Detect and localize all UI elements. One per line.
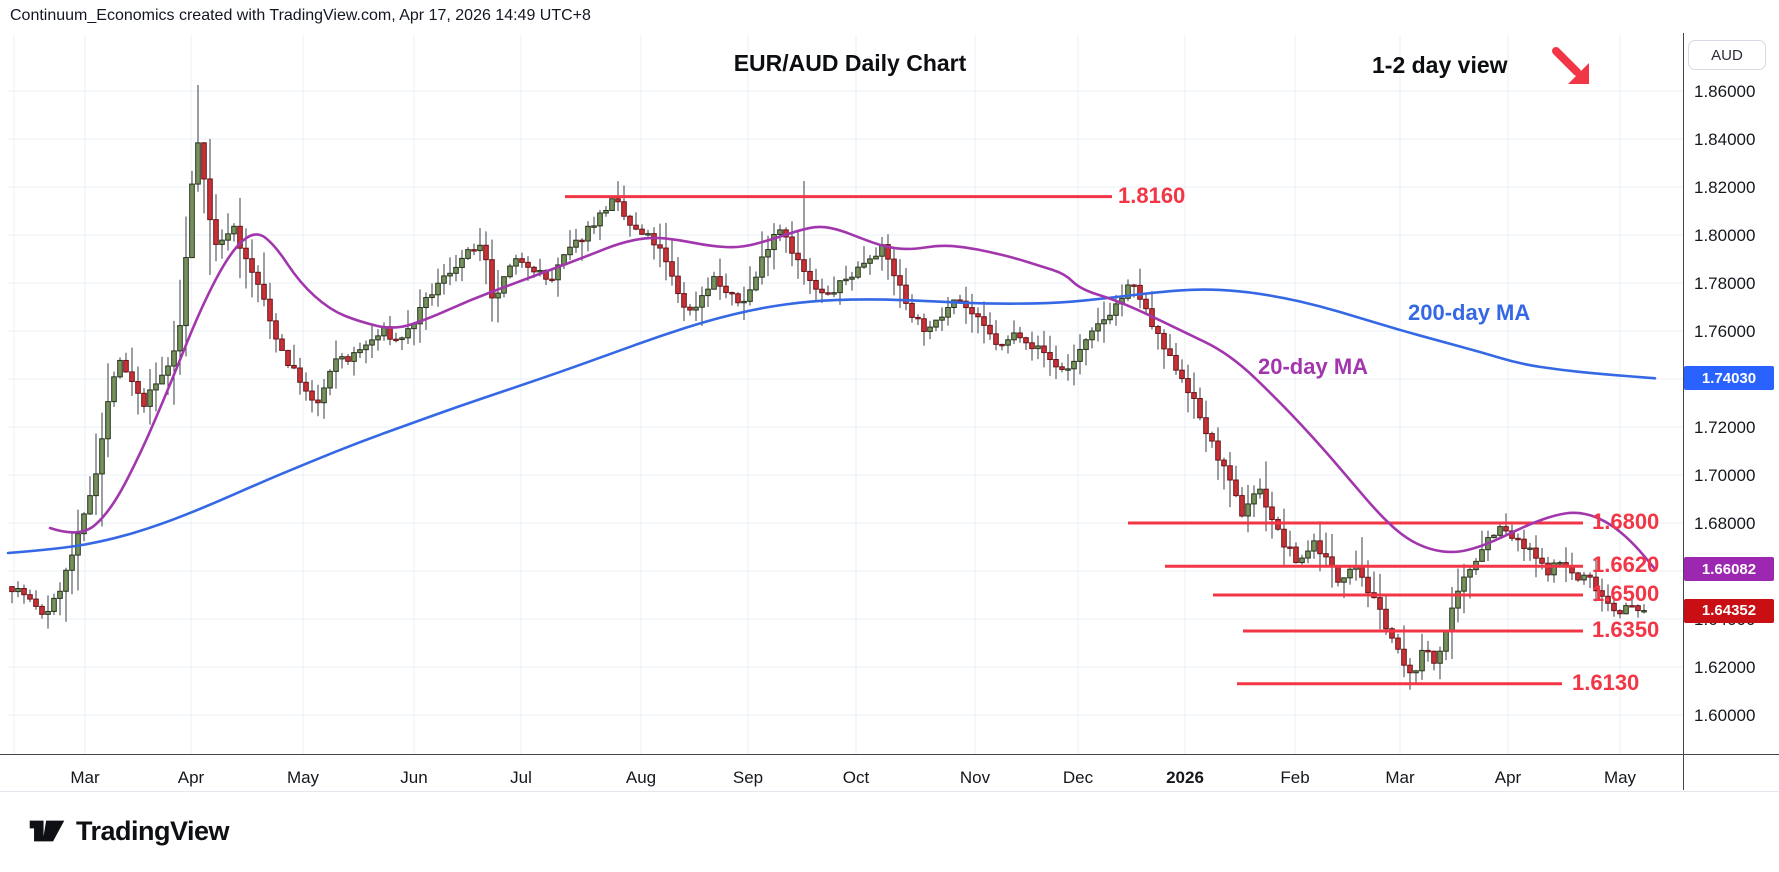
ma-20-label: 20-day MA <box>1258 354 1369 379</box>
level-label-1.6130: 1.6130 <box>1572 669 1640 695</box>
time-scale-bottom-border <box>0 791 1779 792</box>
price-badge-last-price: 1.64352 <box>1684 598 1774 623</box>
level-label-1.6500: 1.6500 <box>1592 581 1660 606</box>
level-label-1.6350: 1.6350 <box>1592 617 1660 642</box>
price-tick-1.86000: 1.86000 <box>1694 82 1756 101</box>
time-label-Sep: Sep <box>732 768 764 787</box>
time-label-May: May <box>1603 768 1637 787</box>
price-tick-1.82000: 1.82000 <box>1694 178 1756 197</box>
time-label-2026: 2026 <box>1166 768 1204 787</box>
price-tick-1.78000: 1.78000 <box>1694 274 1756 293</box>
price-tick-1.68000: 1.68000 <box>1694 514 1756 533</box>
time-label-Feb: Feb <box>1280 768 1310 787</box>
time-label-Mar: Mar <box>70 768 100 787</box>
price-scale-border <box>1683 33 1684 790</box>
price-badge-200-day-MA: 1.74030 <box>1684 366 1774 391</box>
price-badge-20-day-MA: 1.66082 <box>1684 557 1774 582</box>
time-label-Oct: Oct <box>842 768 870 787</box>
time-label-May: May <box>286 768 320 787</box>
tradingview-logo[interactable]: TradingView <box>28 814 230 848</box>
level-label-1.6620: 1.6620 <box>1592 552 1660 578</box>
level-label-1.6800: 1.6800 <box>1592 509 1660 534</box>
level-label-1.8160: 1.8160 <box>1118 182 1186 208</box>
tradingview-logo-text: TradingView <box>76 815 230 846</box>
time-label-Apr: Apr <box>1494 768 1522 787</box>
time-label-Dec: Dec <box>1062 768 1094 787</box>
down-right-arrow-icon <box>1549 46 1595 88</box>
price-tick-1.60000: 1.60000 <box>1694 706 1756 725</box>
currency-unit-button[interactable]: AUD <box>1688 40 1766 70</box>
tradingview-logo-icon <box>29 820 65 842</box>
time-label-Mar: Mar <box>1385 768 1415 787</box>
price-tick-1.84000: 1.84000 <box>1694 130 1756 149</box>
price-tick-1.80000: 1.80000 <box>1694 226 1756 245</box>
price-tick-1.76000: 1.76000 <box>1694 322 1756 341</box>
price-tick-1.62000: 1.62000 <box>1694 658 1756 677</box>
time-label-Nov: Nov <box>959 768 991 787</box>
time-label-Jun: Jun <box>400 768 428 787</box>
time-label-Apr: Apr <box>177 768 205 787</box>
attribution-text: Continuum_Economics created with Trading… <box>10 7 591 24</box>
price-tick-1.72000: 1.72000 <box>1694 418 1756 437</box>
ma-200-label: 200-day MA <box>1408 300 1531 325</box>
view-horizon-label: 1-2 day view <box>1372 52 1508 78</box>
time-label-Jul: Jul <box>510 768 532 787</box>
time-scale-border <box>0 754 1779 755</box>
chart-title: EUR/AUD Daily Chart <box>733 50 967 76</box>
time-label-Aug: Aug <box>625 768 657 787</box>
price-tick-1.70000: 1.70000 <box>1694 466 1756 485</box>
